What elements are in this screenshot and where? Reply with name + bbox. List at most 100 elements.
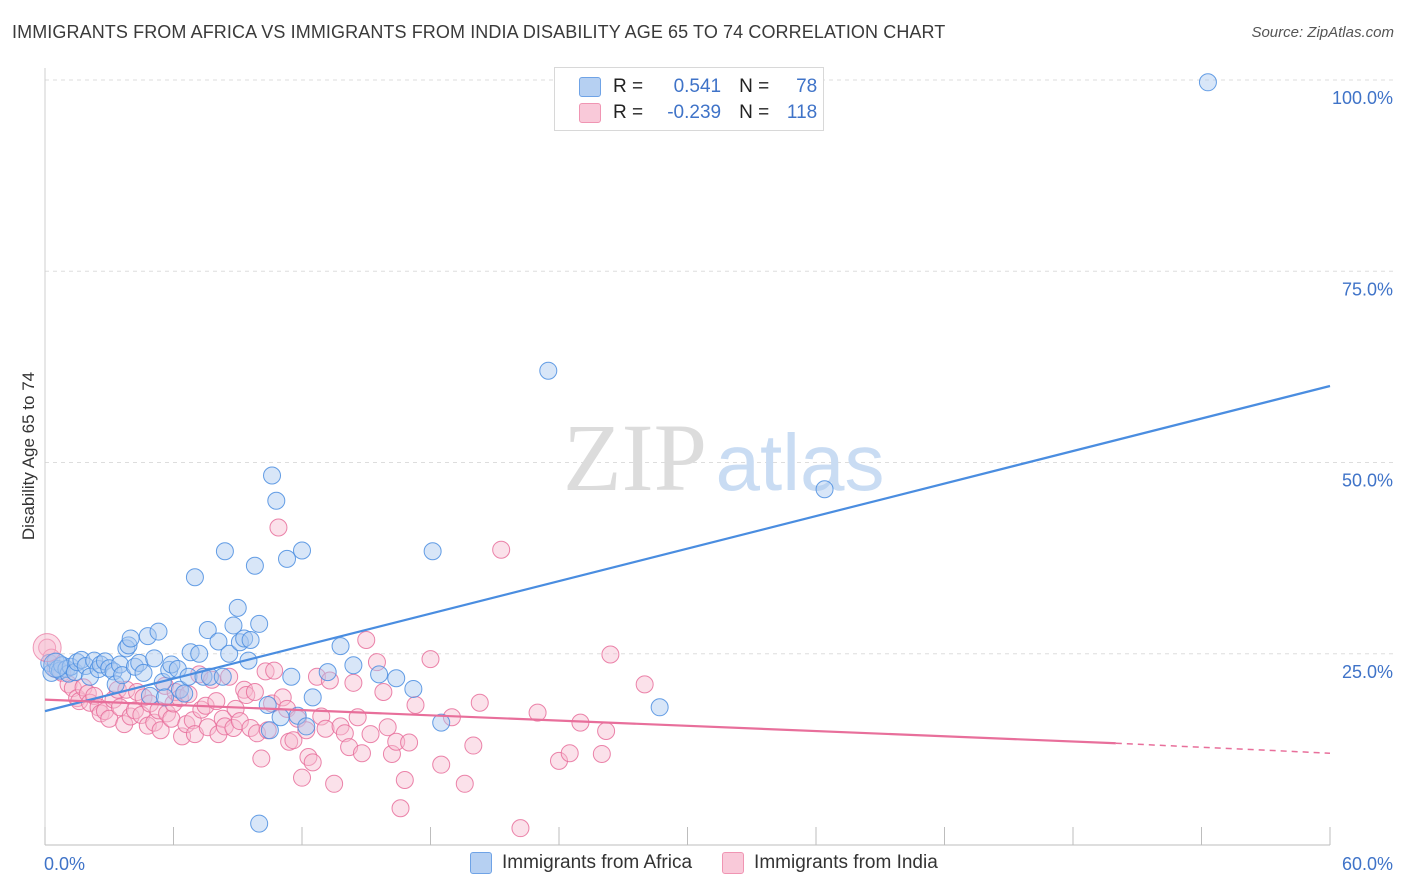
data-point [312, 707, 331, 726]
data-point [528, 703, 547, 722]
data-point [464, 736, 483, 755]
legend-r-label: R = [613, 102, 644, 123]
data-point [220, 667, 239, 686]
watermark: ZIP atlas [563, 404, 884, 511]
y-tick-label: 100.0% [1332, 88, 1393, 108]
data-point [297, 717, 316, 736]
axes [44, 68, 1331, 846]
legend-n-label: N = [739, 102, 770, 123]
data-point [258, 696, 277, 715]
data-point [198, 621, 217, 640]
data-point [250, 614, 269, 633]
data-point [492, 540, 511, 559]
data-point [121, 629, 140, 648]
data-point [455, 774, 474, 793]
data-point [224, 616, 243, 635]
data-point [271, 708, 290, 727]
data-point [316, 719, 335, 738]
data-point [297, 721, 316, 740]
data-point [361, 725, 380, 744]
data-point [162, 655, 181, 674]
data-point [511, 819, 530, 838]
data-point [230, 712, 249, 731]
data-point [635, 675, 654, 694]
data-point [149, 622, 168, 641]
trend-line-extension [1115, 742, 1331, 754]
data-point [113, 666, 132, 685]
data-point [550, 751, 568, 770]
data-point [190, 644, 209, 663]
data-point [470, 693, 489, 712]
legend-swatch-india [579, 103, 601, 123]
legend-n-value-india: 118 [786, 102, 818, 123]
x-tick-label: 60.0% [1342, 854, 1393, 874]
data-point [293, 541, 311, 560]
data-point [200, 667, 219, 686]
stats-legend: R = 0.541 N = 78 R = -0.239 N = 118 [554, 67, 824, 131]
data-point [145, 649, 164, 668]
data-point [215, 542, 234, 561]
x-tick-labels: 0.0% 60.0% [44, 854, 1393, 874]
series-legend-india: Immigrants from India [722, 852, 938, 874]
data-point [815, 480, 834, 499]
trend-lines [44, 384, 1331, 754]
data-point [209, 632, 228, 651]
data-point [138, 627, 157, 646]
data-point [293, 768, 311, 787]
data-point [374, 683, 393, 701]
data-point [130, 653, 149, 672]
data-point [432, 755, 451, 774]
data-point [404, 679, 423, 698]
data-point [267, 491, 286, 510]
data-point [331, 637, 350, 656]
data-point [273, 688, 292, 707]
data-point [43, 652, 69, 678]
legend-swatch-africa [579, 77, 601, 97]
series-label-africa: Immigrants from Africa [502, 852, 693, 873]
legend-row-africa: R = 0.541 N = 78 [579, 75, 817, 99]
legend-n-label: N = [739, 76, 770, 97]
data-point [241, 630, 260, 649]
y-tick-label: 25.0% [1342, 662, 1393, 682]
data-point [269, 518, 288, 537]
data-point [344, 656, 363, 675]
data-point [406, 696, 425, 715]
data-point [228, 598, 247, 617]
data-point [303, 688, 322, 707]
data-point [382, 744, 401, 763]
data-point [387, 669, 406, 688]
data-point [387, 732, 406, 751]
data-point [155, 688, 174, 707]
data-point [597, 722, 616, 741]
data-point [162, 709, 181, 728]
data-point [378, 718, 397, 737]
data-point [325, 774, 344, 793]
data-point [117, 639, 136, 658]
y-tick-label: 75.0% [1342, 279, 1393, 299]
legend-r-value-africa: 0.541 [673, 76, 722, 97]
watermark-atlas: atlas [716, 418, 885, 507]
watermark-zip: ZIP [563, 404, 707, 511]
legend-n-value-africa: 78 [796, 76, 818, 97]
trend-line [44, 698, 1116, 745]
data-point [125, 701, 144, 720]
data-point [278, 549, 297, 568]
legend-r-value-india: -0.239 [667, 102, 722, 123]
data-point [220, 644, 239, 663]
data-point [357, 630, 376, 649]
data-point [245, 556, 264, 575]
data-point [250, 814, 269, 833]
data-point [140, 686, 159, 705]
data-point [352, 744, 371, 763]
data-point [115, 715, 134, 734]
data-point [185, 568, 204, 587]
legend-row-india: R = -0.239 N = 118 [579, 101, 817, 125]
data-point [395, 770, 414, 789]
source-label: Source: ZipAtlas.com [1251, 24, 1394, 41]
data-point [245, 683, 264, 701]
series-label-india: Immigrants from India [754, 852, 938, 873]
data-point [560, 744, 579, 763]
data-point [423, 542, 442, 561]
data-point [650, 698, 669, 717]
data-point [213, 667, 232, 686]
